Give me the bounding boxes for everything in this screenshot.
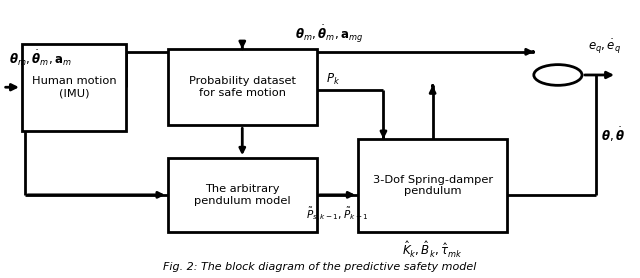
FancyBboxPatch shape	[168, 49, 317, 125]
Text: $\boldsymbol{\theta}_m,\dot{\boldsymbol{\theta}}_m,\mathbf{a}_{mg}$: $\boldsymbol{\theta}_m,\dot{\boldsymbol{…	[296, 24, 364, 45]
Text: 3-Dof Spring-damper
pendulum: 3-Dof Spring-damper pendulum	[372, 175, 493, 196]
Text: Human motion
(IMU): Human motion (IMU)	[32, 76, 116, 98]
Text: Probability dataset
for safe motion: Probability dataset for safe motion	[189, 76, 296, 98]
Text: $\boldsymbol{\theta}_m,\dot{\boldsymbol{\theta}}_m,\mathbf{a}_m$: $\boldsymbol{\theta}_m,\dot{\boldsymbol{…	[9, 49, 72, 68]
Circle shape	[534, 64, 582, 85]
Text: The arbitrary
pendulum model: The arbitrary pendulum model	[194, 184, 291, 206]
FancyBboxPatch shape	[358, 139, 507, 232]
FancyBboxPatch shape	[168, 158, 317, 232]
Text: $\tilde{P}_{s,k-1},\tilde{P}_{k-1}$: $\tilde{P}_{s,k-1},\tilde{P}_{k-1}$	[306, 206, 369, 224]
Text: $\boldsymbol{\theta},\dot{\boldsymbol{\theta}}$: $\boldsymbol{\theta},\dot{\boldsymbol{\t…	[601, 126, 625, 144]
Text: $\hat{K}_k,\hat{B}_k,\hat{\tau}_{mk}$: $\hat{K}_k,\hat{B}_k,\hat{\tau}_{mk}$	[403, 240, 463, 260]
Text: $P_k$: $P_k$	[326, 72, 340, 87]
FancyBboxPatch shape	[22, 44, 127, 131]
Text: $e_q,\dot{e}_q$: $e_q,\dot{e}_q$	[588, 38, 621, 56]
Text: Fig. 2: The block diagram of the predictive safety model: Fig. 2: The block diagram of the predict…	[163, 262, 477, 272]
